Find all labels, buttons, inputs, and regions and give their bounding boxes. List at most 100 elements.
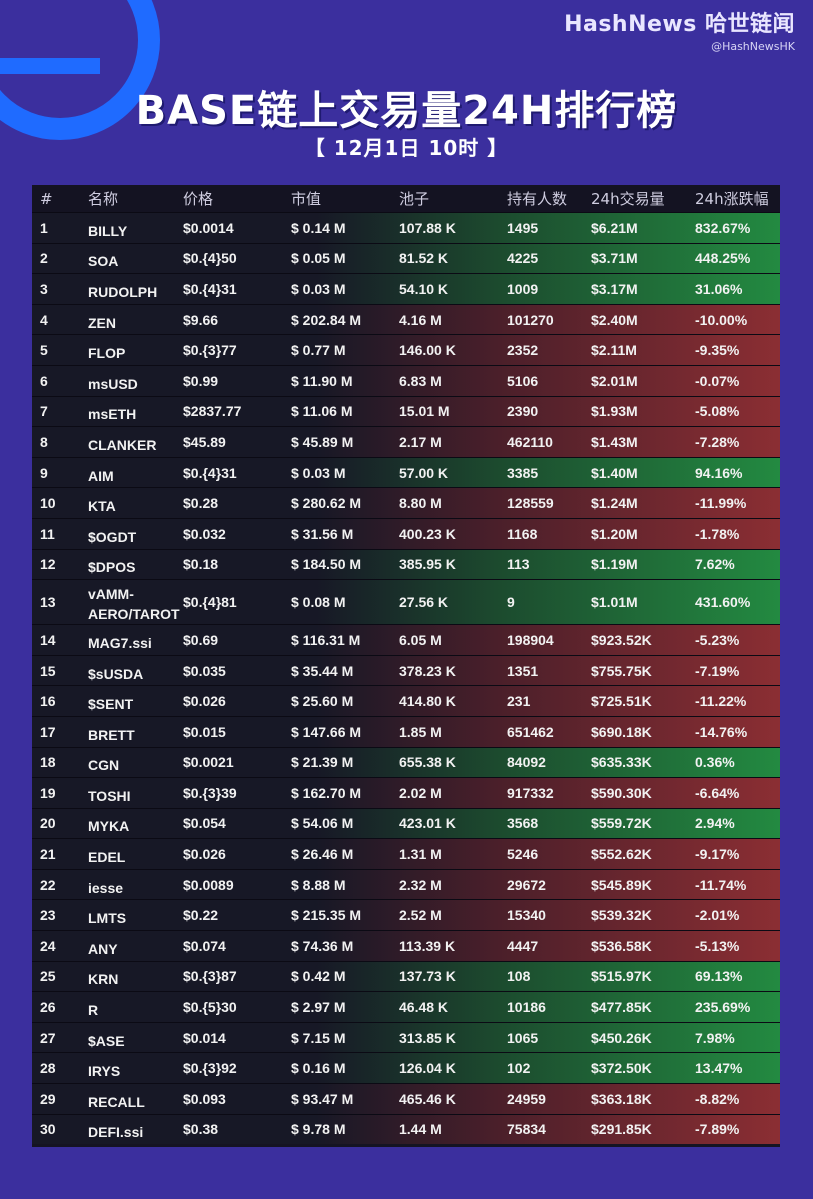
cell-market-cap: $ 0.77 M [291, 342, 346, 359]
table-header: # 名称 价格 市值 池子 持有人数 24h交易量 24h涨跌幅 [32, 185, 780, 212]
cell-volume: $559.72K [591, 815, 652, 832]
cell-change: -7.28% [695, 433, 740, 450]
cell-volume: $291.85K [591, 1121, 652, 1138]
cell-name: $DPOS [88, 559, 136, 576]
cell-market-cap: $ 116.31 M [291, 631, 361, 648]
cell-price: $0.{4}31 [183, 280, 237, 297]
cell-market-cap: $ 215.35 M [291, 907, 362, 924]
cell-rank: 22 [40, 876, 56, 893]
cell-change: -5.08% [695, 403, 740, 420]
cell-price: $0.074 [183, 937, 226, 954]
cell-price: $0.18 [183, 556, 219, 573]
cell-volume: $450.26K [591, 1029, 652, 1046]
table-row: 13 vAMM-AERO/TAROT $0.{4}81 $ 0.08 M 27.56 K… [32, 579, 780, 625]
cell-market-cap: $ 8.88 M [291, 876, 346, 893]
cell-market-cap: $ 21.39 M [291, 754, 354, 771]
cell-holders: 5246 [507, 846, 539, 863]
cell-pool: 400.23 K [399, 525, 456, 542]
cell-market-cap: $ 45.89 M [291, 433, 354, 450]
cell-name: $OGDT [88, 528, 137, 545]
cell-volume: $3.17M [591, 280, 638, 297]
cell-price: $0.0021 [183, 754, 234, 771]
cell-name: CLANKER [88, 436, 157, 453]
cell-change: -10.00% [695, 311, 748, 328]
cell-holders: 10186 [507, 999, 546, 1016]
cell-market-cap: $ 0.08 M [291, 594, 346, 611]
cell-market-cap: $ 26.46 M [291, 846, 354, 863]
cell-change: 235.69% [695, 999, 751, 1016]
cell-change: -0.07% [695, 372, 740, 389]
cell-holders: 15340 [507, 907, 546, 924]
cell-change: -5.23% [695, 631, 740, 648]
cell-price: $0.28 [183, 495, 219, 512]
cell-name: msUSD [88, 375, 138, 392]
cell-holders: 29672 [507, 876, 546, 893]
cell-market-cap: $ 93.47 M [291, 1090, 354, 1107]
cell-volume: $1.01M [591, 594, 638, 611]
cell-price: $0.{3}77 [183, 342, 237, 359]
cell-volume: $690.18K [591, 723, 652, 740]
cell-holders: 1065 [507, 1029, 539, 1046]
cell-holders: 462110 [507, 433, 553, 450]
cell-market-cap: $ 54.06 M [291, 815, 354, 832]
cell-volume: $536.58K [591, 937, 652, 954]
cell-pool: 6.83 M [399, 372, 442, 389]
cell-rank: 13 [40, 594, 56, 611]
cell-holders: 3385 [507, 464, 539, 481]
cell-name: MYKA [88, 818, 130, 835]
cell-market-cap: $ 31.56 M [291, 525, 354, 542]
cell-price: $0.{3}39 [183, 784, 237, 801]
cell-pool: 146.00 K [399, 342, 456, 359]
table-row: 8 CLANKER $45.89 $ 45.89 M 2.17 M 462110 $1.43… [32, 426, 780, 457]
cell-holders: 198904 [507, 631, 554, 648]
cell-price: $0.{3}87 [183, 968, 237, 985]
cell-holders: 2352 [507, 342, 539, 359]
cell-price: $0.38 [183, 1121, 219, 1138]
cell-volume: $1.43M [591, 433, 638, 450]
cell-rank: 2 [40, 250, 48, 267]
header-change: 24h涨跌幅 [695, 190, 769, 208]
cell-pool: 27.56 K [399, 594, 449, 611]
table-row: 4 ZEN $9.66 $ 202.84 M 4.16 M 101270 $2.40M -10… [32, 303, 780, 335]
cell-rank: 30 [40, 1121, 56, 1138]
cell-name: CGN [88, 757, 120, 774]
cell-market-cap: $ 2.97 M [291, 999, 346, 1016]
cell-price: $0.{4}50 [183, 250, 237, 267]
cell-change: -7.19% [695, 662, 740, 679]
cell-pool: 107.88 K [399, 219, 456, 236]
cell-pool: 1.31 M [399, 846, 442, 863]
cell-volume: $2.40M [591, 311, 638, 328]
cell-price: $45.89 [183, 433, 226, 450]
table-row: 18 CGN $0.0021 $ 21.39 M 655.38 K 84092 $635.3… [32, 746, 780, 778]
cell-rank: 28 [40, 1060, 56, 1077]
header-price: 价格 [183, 190, 214, 208]
cell-rank: 4 [40, 311, 48, 328]
cell-change: -9.17% [695, 846, 740, 863]
table-row: 6 msUSD $0.99 $ 11.90 M 6.83 M 5106 $2.01M -0.0… [32, 364, 780, 396]
cell-volume: $1.19M [591, 556, 638, 573]
cell-name: MAG7.ssi [88, 634, 152, 651]
cell-market-cap: $ 7.15 M [291, 1029, 346, 1046]
cell-rank: 3 [40, 280, 48, 297]
cell-pool: 57.00 K [399, 464, 449, 481]
cell-volume: $1.20M [591, 525, 638, 542]
cell-pool: 313.85 K [399, 1029, 456, 1046]
cell-holders: 3568 [507, 815, 539, 832]
cell-market-cap: $ 147.66 M [291, 723, 362, 740]
cell-name: R [88, 1002, 99, 1019]
table-row: 29 RECALL $0.093 $ 93.47 M 465.46 K 24959 $363… [32, 1083, 780, 1114]
cell-rank: 1 [40, 219, 48, 236]
cell-change: -5.13% [695, 937, 740, 954]
table-body: 1 BILLY $0.0014 $ 0.14 M 107.88 K 1495 $6.21M 8… [32, 212, 780, 1145]
cell-rank: 16 [40, 693, 56, 710]
cell-rank: 23 [40, 907, 56, 924]
table-row: 5 FLOP $0.{3}77 $ 0.77 M 146.00 K 2352 $2.11M -… [32, 334, 780, 365]
header-name: 名称 [88, 190, 119, 208]
cell-volume: $3.71M [591, 250, 638, 267]
cell-name: LMTS [88, 910, 127, 927]
cell-pool: 385.95 K [399, 556, 456, 573]
cell-price: $0.026 [183, 693, 226, 710]
cell-holders: 1351 [507, 662, 539, 679]
cell-price: $0.22 [183, 907, 219, 924]
cell-name: ANY [88, 940, 118, 957]
